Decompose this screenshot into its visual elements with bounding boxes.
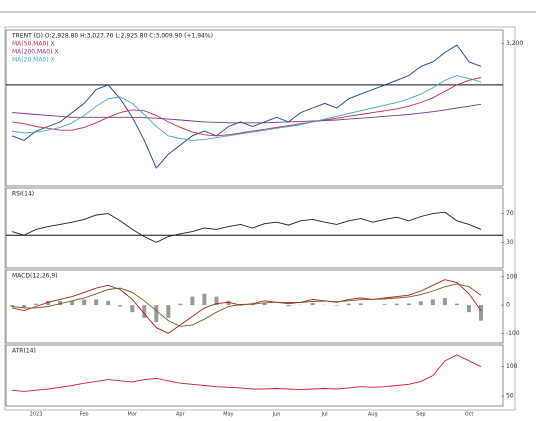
series-line	[11, 211, 482, 243]
series-line	[11, 103, 482, 124]
histogram-bar	[22, 305, 27, 308]
x-tick-label: Feb	[80, 412, 89, 418]
x-tick-label: Jul	[321, 412, 328, 418]
histogram-bar	[70, 300, 75, 306]
series-line	[11, 283, 482, 327]
histogram-bar	[479, 305, 483, 321]
panel-frame	[5, 187, 504, 269]
histogram-bar	[454, 303, 459, 306]
histogram-bar	[286, 305, 291, 307]
histogram-bar	[310, 303, 315, 306]
histogram-bar	[334, 305, 339, 306]
panel-frame	[5, 29, 504, 187]
histogram-bar	[202, 293, 207, 306]
x-tick-label: May	[223, 412, 233, 418]
y-tick-label: 50	[506, 393, 514, 400]
legend-entry: MA(200,MA0) X	[12, 49, 58, 56]
histogram-bar	[106, 300, 111, 306]
histogram-bar	[130, 305, 135, 313]
y-tick-label: 70	[506, 210, 514, 217]
panel-frame	[5, 269, 504, 344]
series-line	[11, 44, 482, 169]
x-tick-label: 2023	[30, 412, 43, 418]
series-line	[11, 279, 482, 334]
histogram-bar	[34, 303, 39, 306]
y-tick-label: 3,200	[506, 40, 523, 47]
histogram-bar	[190, 296, 195, 306]
histogram-bar	[10, 305, 14, 307]
histogram-bar	[382, 304, 387, 306]
x-tick-label: Mar	[128, 412, 138, 418]
histogram-bar	[46, 300, 51, 306]
frame	[4, 26, 516, 411]
y-tick-label: -100	[506, 330, 520, 337]
x-tick-label: Sep	[416, 412, 425, 418]
histogram-bar	[226, 300, 231, 306]
legend-entry: MA(20,MA0) X	[12, 57, 55, 64]
legend-entry: MA(50,MA0) X	[12, 41, 55, 48]
histogram-bar	[346, 303, 351, 306]
x-tick-label: Aug	[368, 412, 378, 418]
x-tick-label: Oct	[465, 412, 474, 418]
x-tick-label: Apr	[176, 412, 186, 418]
y-tick-label: 0	[506, 302, 510, 309]
histogram-bar	[442, 298, 447, 306]
histogram-bar	[82, 299, 87, 306]
histogram-bar	[154, 305, 159, 323]
y-tick-label: 30	[506, 239, 514, 246]
x-tick-label: Jun	[272, 412, 281, 418]
histogram-bar	[358, 303, 363, 306]
histogram-bar	[394, 303, 399, 306]
histogram-bar	[142, 305, 147, 318]
histogram-bar	[430, 299, 435, 306]
series-line	[11, 75, 482, 141]
y-tick-label: 100	[506, 273, 518, 280]
panel-title: TRENT (D) O:2,928.80 H:3,027.70 L:2,925.…	[11, 33, 213, 40]
histogram-bar	[178, 303, 183, 306]
histogram-bar	[418, 301, 423, 306]
histogram-bar	[166, 305, 171, 318]
histogram-bar	[214, 296, 219, 306]
series-line	[11, 77, 482, 137]
histogram-bar	[262, 303, 267, 306]
histogram-bar	[94, 299, 99, 306]
histogram-bar	[58, 300, 63, 306]
panel-frame	[5, 344, 504, 407]
histogram-bar	[118, 305, 123, 307]
series-line	[11, 354, 482, 392]
histogram-bar	[250, 304, 255, 306]
histogram-bar	[406, 303, 411, 306]
y-tick-label: 100	[506, 363, 518, 370]
panel-title: MACD(12,26,9)	[12, 273, 58, 280]
panel-title: ATR(14)	[12, 348, 36, 355]
panel-title: RSI(14)	[12, 191, 34, 198]
histogram-bar	[466, 305, 471, 313]
